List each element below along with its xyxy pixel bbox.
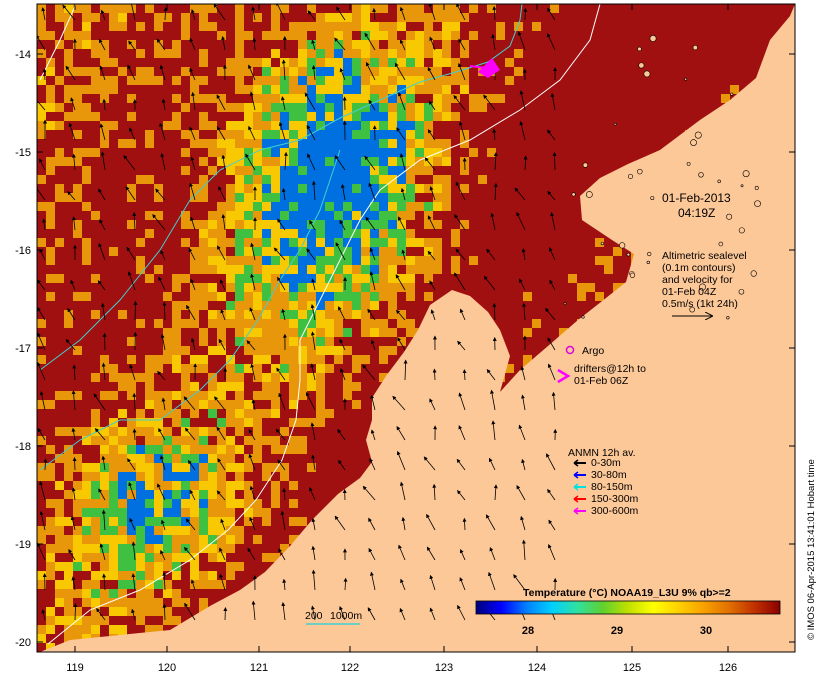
colorbar-title: Temperature (°C) NOAA19_L3U 9% qb>=2 [523,587,731,599]
isobath-legend-200: 200 [305,610,323,622]
isobath-1000m [47,4,601,645]
altimetry-note-line: 0.5m/s (1kt 24h) [662,298,738,310]
x-tick-label: 120 [158,662,176,674]
x-tick-label: 125 [623,662,641,674]
x-tick-label: 122 [341,662,359,674]
altimetry-note-line: and velocity for [662,274,733,286]
isobath-200m [39,4,523,371]
anmn-legend-label: 30-80m [591,469,627,481]
timestamp-date: 01-Feb-2013 [662,191,731,205]
x-tick-label: 121 [250,662,268,674]
altimetry-note-line: 01-Feb 04Z [662,286,717,298]
timestamp-time: 04:19Z [678,206,715,220]
latitude-axis: -14 -15 -16 -17 -18 -19 -20 [15,49,795,649]
anmn-legend-arrowhead-icon [573,507,579,515]
anmn-legend-arrowhead-icon [573,459,579,467]
x-tick-label: 124 [528,662,546,674]
plot-border [36,3,796,653]
drifter-track-marker [469,58,500,78]
y-tick-label: -19 [15,539,31,551]
colorbar-tick-label: 29 [611,625,623,637]
colorbar-tick-label: 30 [700,625,712,637]
isobath-1000m-west [39,4,77,81]
anmn-legend-arrowhead-icon [573,471,579,479]
anmn-legend-title: ANMN 12h av. [568,447,636,459]
y-tick-label: -20 [15,637,31,649]
colorbar-tick-label: 28 [522,625,534,637]
y-tick-label: -17 [15,343,31,355]
y-tick-label: -16 [15,245,31,257]
x-tick-label: 123 [435,662,453,674]
land-mass [40,4,795,652]
x-tick-label: 119 [66,662,84,674]
y-tick-label: -18 [15,441,31,453]
velocity-vectors [37,4,558,621]
y-tick-label: -14 [15,49,31,61]
y-tick-label: -15 [15,147,31,159]
isobath-legend-1000: 1000m [330,610,362,622]
altimetry-note-line: (0.1m contours) [662,262,736,274]
imos-credit: © IMOS 06-Apr-2015 13:41:01 Hobart time [806,459,817,640]
coastal-islands [563,35,761,320]
argo-label: Argo [582,345,604,357]
anmn-legend-label: 150-300m [591,493,639,505]
longitude-axis: 119 120 121 122 123 124 125 126 [66,4,737,674]
map-plot-area [37,4,795,652]
anmn-legend-label: 300-600m [591,505,639,517]
temperature-colorbar: Temperature (°C) NOAA19_L3U 9% qb>=2 28 2… [475,587,781,637]
isobath-legend: 200 1000m [305,610,362,625]
altimetry-note: Altimetric sealevel (0.1m contours) and … [662,250,747,316]
drifters-note-line: drifters@12h to [574,363,646,375]
anmn-legend-label: 80-150m [591,481,633,493]
anmn-legend-label: 0-30m [591,457,621,469]
anmn-legend-arrowhead-icon [573,483,579,491]
argo-marker-icon [565,345,575,355]
drifter-chevron-icon [557,368,571,384]
x-tick-label: 126 [719,662,737,674]
colorbar-ramp [475,600,781,615]
isobath-200m-inner [39,149,341,471]
anmn-legend: ANMN 12h av. 0-30m30-80m80-150m150-300m3… [568,447,639,517]
altimetry-note-line: Altimetric sealevel [662,250,747,262]
anmn-legend-arrowhead-icon [573,495,579,503]
drifters-note-line: 01-Feb 06Z [574,375,629,387]
